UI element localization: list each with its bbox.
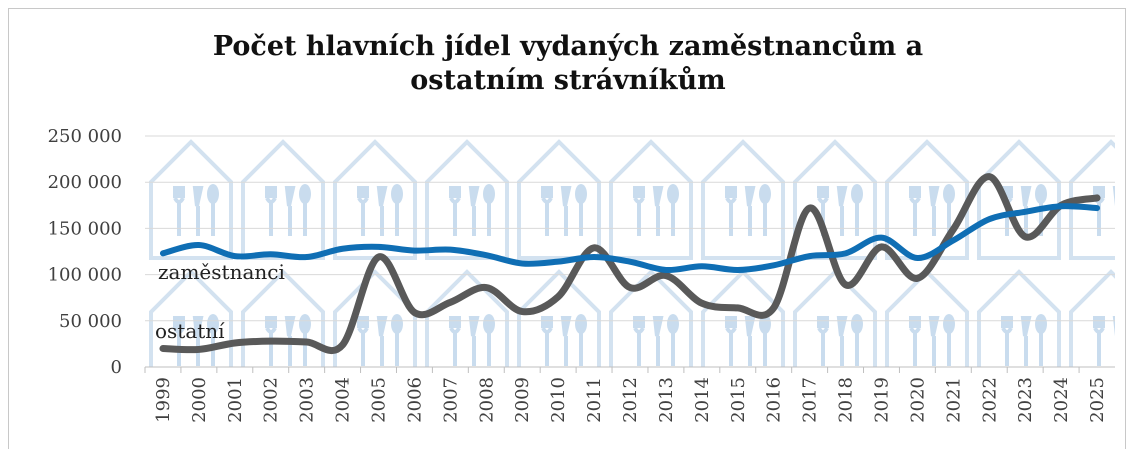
- x-tick-label: 2003: [297, 377, 318, 423]
- x-tick-label: 2009: [512, 377, 533, 423]
- chart: 0 50 000 100 000 150 000 200 000 250 000 1999 2…: [0, 0, 1136, 451]
- x-tick-label: 1999: [153, 377, 174, 423]
- x-tick-label: 2004: [333, 377, 354, 423]
- x-tick-label: 2018: [836, 377, 857, 423]
- y-tick-label: 0: [111, 357, 122, 378]
- x-tick-label: 2006: [404, 377, 425, 423]
- x-tick-label: 2023: [1015, 377, 1036, 423]
- x-tick-label: 2019: [871, 377, 892, 423]
- x-tick-label: 2007: [440, 377, 461, 423]
- y-tick-label: 250 000: [48, 126, 122, 147]
- x-tick-label: 2011: [584, 377, 605, 423]
- x-tick-label: 2005: [369, 377, 390, 423]
- x-tick-label: 2000: [189, 377, 210, 423]
- y-tick-label: 200 000: [48, 172, 122, 193]
- x-tick-label: 2010: [548, 377, 569, 423]
- x-tick-label: 2015: [728, 377, 749, 423]
- series-label: ostatní: [155, 319, 225, 343]
- x-tick-label: 2021: [943, 377, 964, 423]
- plot-background: [145, 136, 1115, 367]
- y-tick-label: 150 000: [48, 218, 122, 239]
- x-tick-label: 2022: [979, 377, 1000, 423]
- y-tick-label: 100 000: [48, 265, 122, 286]
- x-tick-label: 2014: [692, 377, 713, 423]
- x-tick-label: 2020: [907, 377, 928, 423]
- x-tick-label: 2025: [1087, 377, 1108, 423]
- x-tick-label: 2012: [620, 377, 641, 423]
- x-tick-label: 2016: [764, 377, 785, 423]
- x-tick-label: 2002: [261, 377, 282, 423]
- x-tick-label: 2024: [1051, 377, 1072, 423]
- y-tick-label: 50 000: [59, 311, 122, 332]
- chart-page: Počet hlavních jídel vydaných zaměstnanc…: [0, 0, 1136, 451]
- x-tick-label: 2001: [225, 377, 246, 423]
- x-tick-label: 2008: [476, 377, 497, 423]
- series-label: zaměstnanci: [158, 260, 285, 284]
- x-tick-label: 2017: [800, 377, 821, 423]
- x-tick-label: 2013: [656, 377, 677, 423]
